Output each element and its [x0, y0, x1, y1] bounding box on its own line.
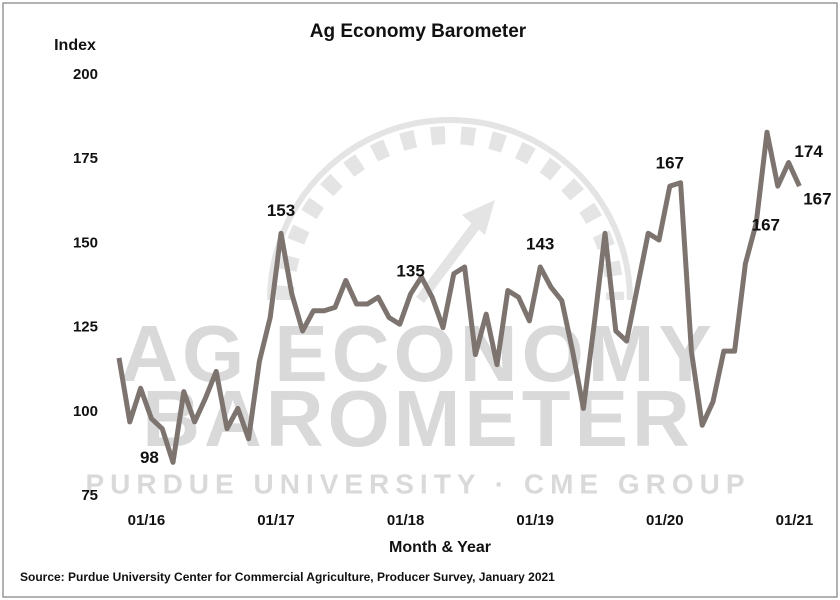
- x-tick-label: 01/19: [516, 512, 554, 529]
- data-label: 143: [526, 234, 554, 253]
- y-axis-title: Index: [54, 37, 96, 54]
- x-tick-label: 01/17: [257, 512, 295, 529]
- data-label: 167: [803, 190, 831, 209]
- y-tick-label: 100: [73, 403, 98, 420]
- y-tick-label: 125: [73, 319, 98, 336]
- data-label: 167: [752, 216, 780, 235]
- watermark-gauge: [267, 117, 633, 303]
- watermark-text: PURDUE UNIVERSITY · CME GROUP: [85, 468, 750, 499]
- x-tick-label: 01/18: [387, 512, 425, 529]
- data-label: 174: [794, 142, 823, 161]
- source-note: Source: Purdue University Center for Com…: [20, 570, 555, 584]
- data-label: 98: [140, 448, 159, 467]
- data-label: 135: [396, 261, 424, 280]
- data-label: 167: [656, 154, 684, 173]
- y-tick-label: 75: [81, 487, 98, 504]
- y-tick-label: 200: [73, 66, 98, 83]
- x-tick-label: 01/20: [646, 512, 684, 529]
- x-axis-title: Month & Year: [389, 539, 491, 556]
- x-tick-label: 01/21: [776, 512, 814, 529]
- chart-title: Ag Economy Barometer: [310, 21, 527, 42]
- x-tick-label: 01/16: [128, 512, 166, 529]
- data-label: 153: [267, 201, 295, 220]
- y-tick-label: 175: [73, 150, 98, 167]
- y-tick-label: 150: [73, 234, 98, 251]
- data-line: [116, 129, 802, 465]
